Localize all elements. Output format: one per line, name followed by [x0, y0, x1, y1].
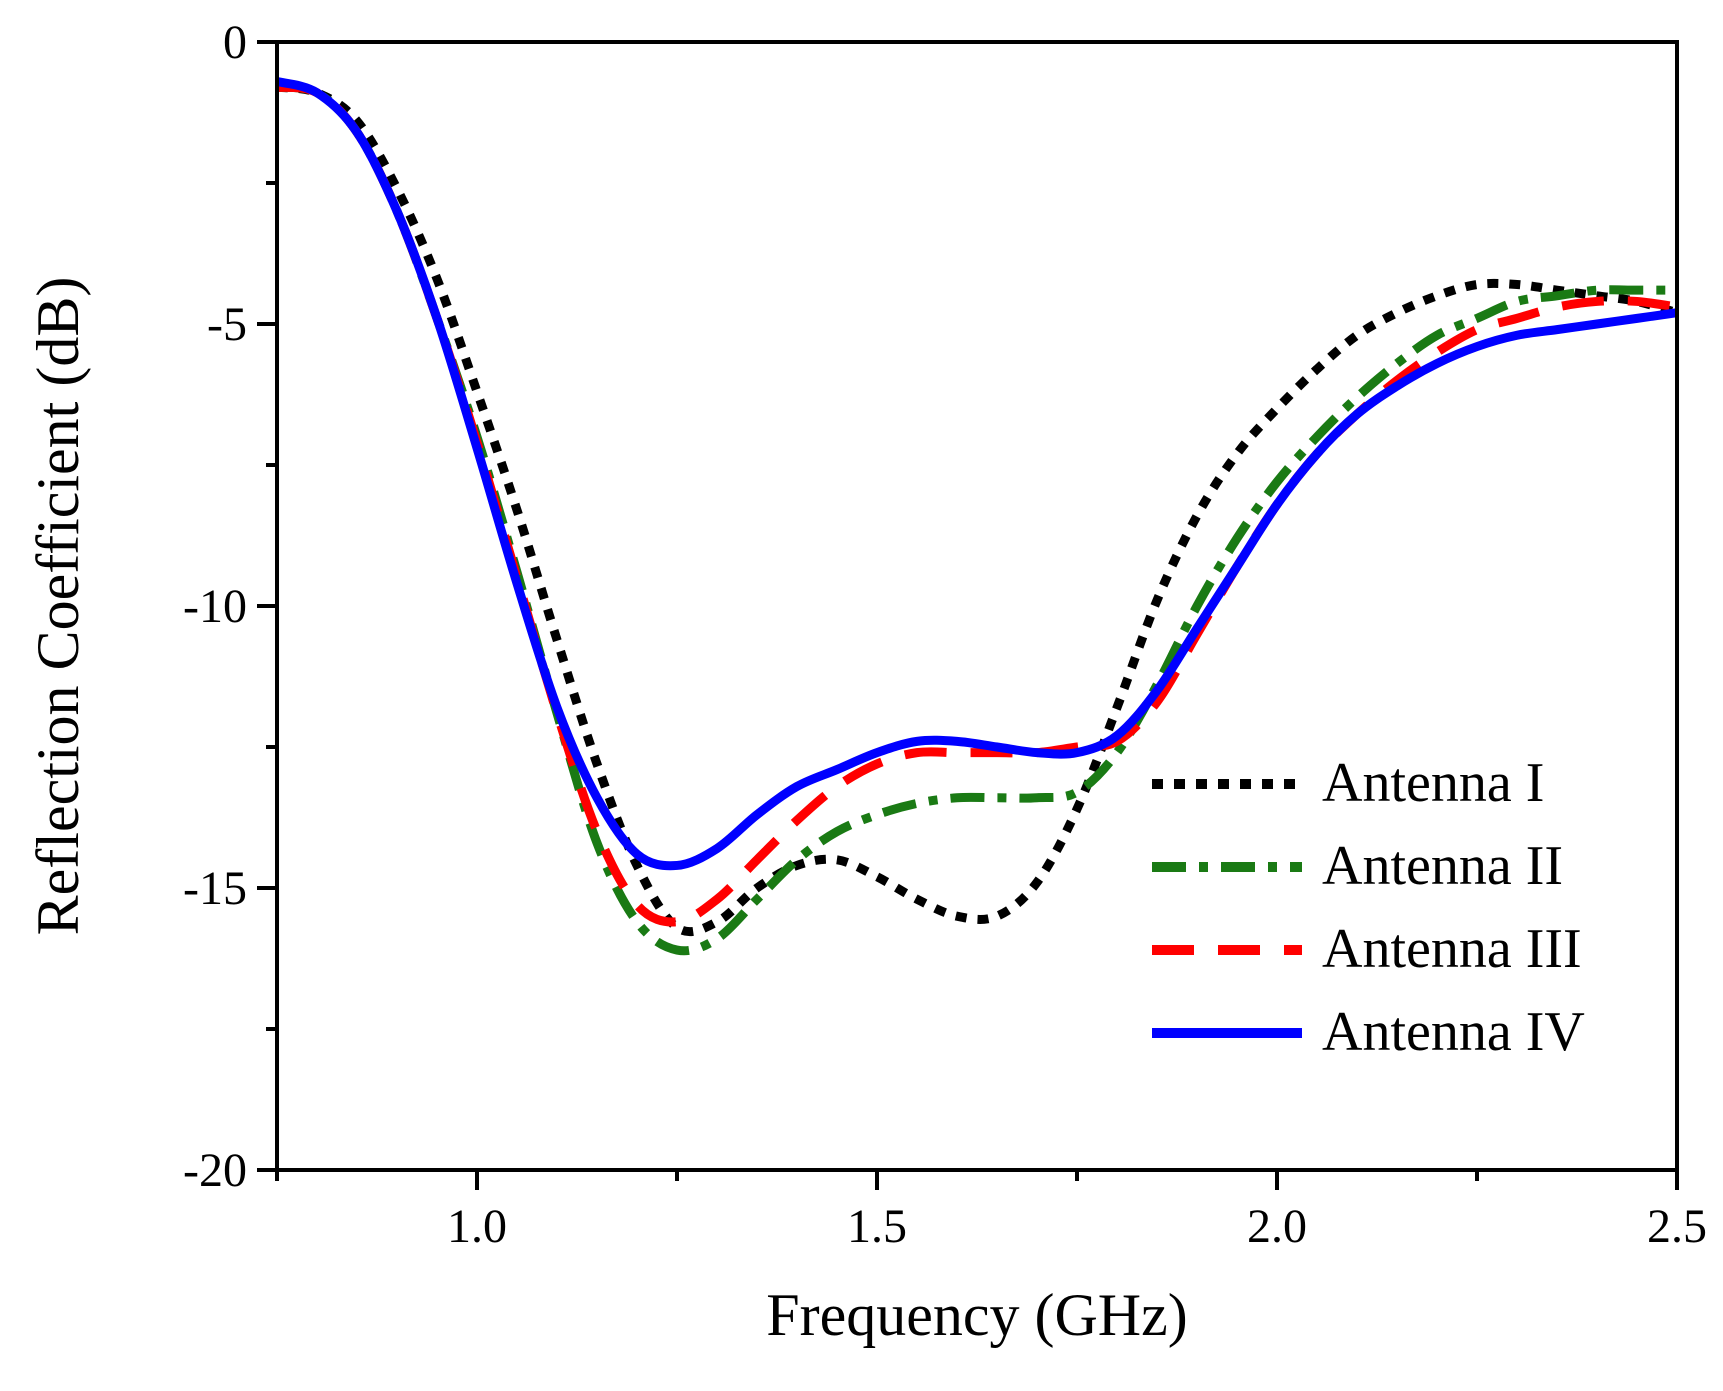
- y-tick-label: 0: [223, 16, 247, 69]
- legend-item-antenna-iii: Antenna III: [1152, 918, 1582, 980]
- x-tick-label: 1.0: [447, 1200, 507, 1253]
- y-tick-label: -20: [183, 1144, 247, 1197]
- legend-item-antenna-i: Antenna I: [1152, 752, 1544, 814]
- series-layer: [275, 77, 1679, 956]
- y-tick-label: -15: [183, 862, 247, 915]
- x-tick-label: 2.0: [1247, 1200, 1307, 1253]
- y-tick-label: -10: [183, 580, 247, 633]
- series-line-antenna-ii: [276, 82, 1677, 956]
- legend-item-antenna-ii: Antenna II: [1152, 835, 1563, 897]
- series-line-antenna-i: [276, 82, 1679, 937]
- x-axis-title: Frequency (GHz): [766, 1282, 1188, 1348]
- legend-item-antenna-iv: Antenna IV: [1152, 1001, 1585, 1063]
- series-line-antenna-iv: [275, 77, 1678, 871]
- y-axis-title: Reflection Coefficient (dB): [25, 277, 91, 936]
- legend-label-antenna-iv: Antenna IV: [1322, 1001, 1585, 1063]
- legend: Antenna I Antenna II Antenna III Antenna IV: [1152, 752, 1585, 1063]
- y-tick-label: -5: [207, 298, 247, 351]
- legend-label-antenna-iii: Antenna III: [1322, 918, 1582, 980]
- x-tick-label: 1.5: [847, 1200, 907, 1253]
- legend-label-antenna-i: Antenna I: [1322, 752, 1544, 814]
- legend-label-antenna-ii: Antenna II: [1322, 835, 1563, 897]
- axes-layer: 1.0 1.5 2.0 2.5 0 -5 -10 -15 -20: [183, 16, 1707, 1253]
- x-tick-label: 2.5: [1647, 1200, 1707, 1253]
